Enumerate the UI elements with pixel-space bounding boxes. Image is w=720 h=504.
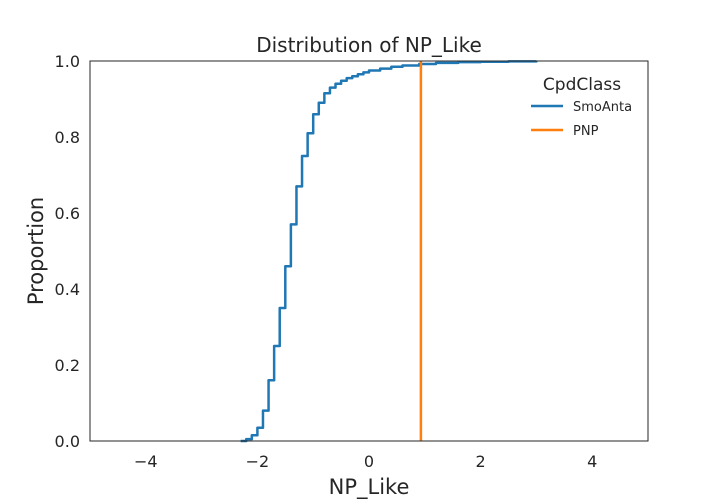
x-tick-label: −4 [134, 452, 158, 471]
x-tick-label: −2 [246, 452, 270, 471]
y-tick-label: 1.0 [55, 52, 80, 71]
series-line-smoanta [240, 60, 538, 443]
legend-label-pnp: PNP [573, 124, 599, 139]
x-tick-label: 2 [476, 452, 486, 471]
x-axis-label: NP_Like [329, 475, 410, 500]
x-tick-label: 0 [364, 452, 374, 471]
y-tick-label: 0.6 [55, 204, 80, 223]
axes-frame [89, 60, 649, 442]
y-tick-label: 0.2 [55, 356, 80, 375]
y-tick-label: 0.8 [55, 128, 80, 147]
legend-title: CpdClass [543, 75, 621, 95]
x-tick-label: 4 [587, 452, 597, 471]
x-axis: −4 −2 0 2 4 [134, 452, 597, 471]
chart-title: Distribution of NP_Like [256, 33, 482, 57]
plot-area [240, 60, 538, 443]
legend-label-smoanta: SmoAnta [573, 100, 632, 115]
y-axis-label: Proportion [24, 197, 48, 305]
y-tick-label: 0.0 [55, 432, 80, 451]
y-tick-label: 0.4 [55, 280, 80, 299]
axes-border [89, 60, 649, 442]
y-axis: 0.0 0.2 0.4 0.6 0.8 1.0 [55, 52, 80, 451]
legend: CpdClass SmoAnta PNP [531, 75, 632, 139]
